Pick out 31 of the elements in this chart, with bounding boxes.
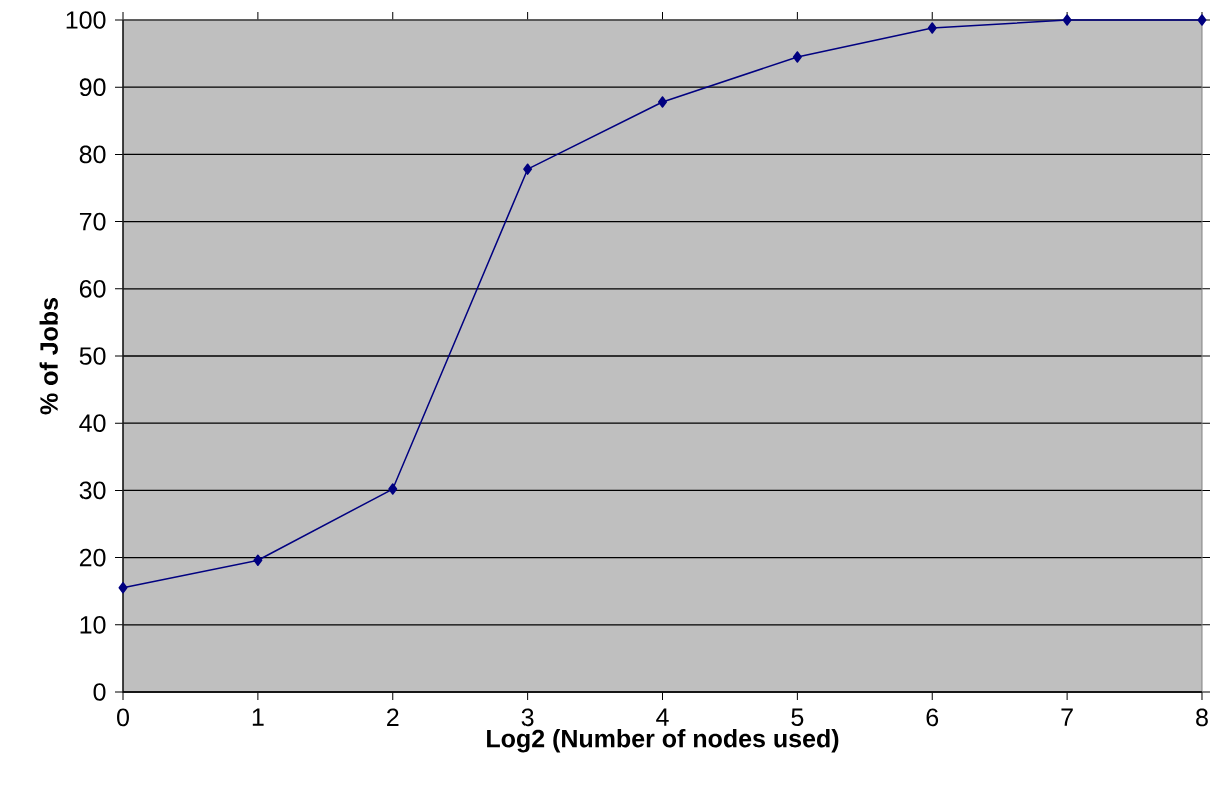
y-tick-label: 90 — [79, 78, 106, 97]
point — [118, 582, 128, 594]
point — [1197, 14, 1207, 26]
y-tick-label: 80 — [79, 145, 106, 164]
point — [792, 51, 802, 63]
x-tick-label: 2 — [387, 708, 399, 726]
y-tick-label: 30 — [79, 481, 106, 500]
x-tick-label: 1 — [252, 708, 264, 726]
point — [523, 163, 533, 175]
point — [1062, 14, 1072, 26]
point — [658, 96, 667, 108]
y-tick-label: 100 — [66, 11, 106, 29]
y-axis-title: % of Jobs — [39, 297, 58, 415]
x-tick-label: 5 — [791, 708, 804, 726]
x-tick-label: 7 — [1061, 708, 1073, 726]
x-tick-label: 6 — [926, 708, 939, 727]
point — [388, 483, 398, 495]
y-tick-label: 0 — [93, 683, 106, 701]
x-tick-label: 0 — [117, 708, 129, 727]
y-tick-label: 20 — [79, 548, 106, 567]
y-tick-label: 40 — [79, 414, 106, 433]
y-tick-label: 10 — [80, 615, 106, 634]
y-tick-label: 60 — [79, 279, 106, 298]
x-tick-label: 4 — [656, 708, 669, 726]
x-axis-title: Log2 (Number of nodes used) — [487, 729, 839, 753]
point — [253, 554, 263, 567]
y-tick-label: 70 — [79, 212, 106, 231]
y-tick-label: 50 — [79, 347, 106, 365]
x-tick-label: 3 — [521, 708, 534, 727]
point — [927, 22, 937, 34]
x-tick-label: 8 — [1196, 708, 1208, 727]
